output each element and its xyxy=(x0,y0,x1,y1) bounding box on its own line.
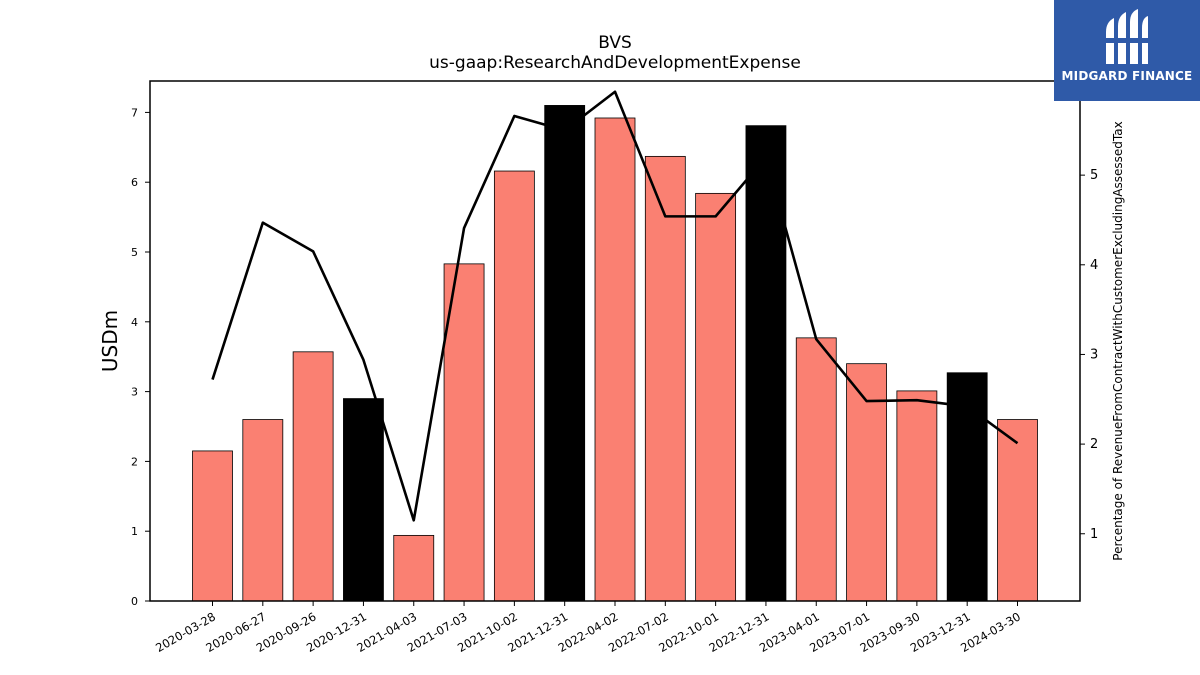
bar-2020-06-27 xyxy=(242,419,284,602)
line-group xyxy=(211,90,1019,522)
chart-subtitle: us-gaap:ResearchAndDevelopmentExpense xyxy=(429,53,801,73)
bar-2021-12-31 xyxy=(544,105,586,602)
logo-mark-icon xyxy=(1104,9,1150,64)
y-tick-label: 5 xyxy=(131,246,138,259)
bar-2022-12-31 xyxy=(745,125,787,602)
bar-2021-04-03 xyxy=(393,534,435,602)
y2-tick-label: 4 xyxy=(1090,258,1098,273)
bar-2023-04-01 xyxy=(795,337,837,602)
bar-2020-12-31 xyxy=(343,398,384,602)
bar-2023-12-31 xyxy=(946,372,988,602)
logo-text: MIDGARD FINANCE xyxy=(1061,69,1193,83)
bar-2021-10-02 xyxy=(493,170,535,602)
brand-logo: MIDGARD FINANCE xyxy=(1054,0,1200,101)
bar-2020-09-26 xyxy=(292,351,334,602)
y2-tick-label: 1 xyxy=(1090,527,1098,542)
y-tick-label: 6 xyxy=(131,176,138,189)
x-axis: 2020-03-282020-06-272020-09-262020-12-31… xyxy=(153,601,1023,655)
chart-title: BVS xyxy=(598,33,632,53)
bar-2021-07-03 xyxy=(443,263,485,602)
y-tick-label: 0 xyxy=(131,595,138,608)
y2-tick-label: 3 xyxy=(1090,347,1098,362)
bar-2023-09-30 xyxy=(896,390,938,602)
y2-tick-label: 5 xyxy=(1090,168,1098,183)
y-tick-label: 2 xyxy=(131,455,138,468)
bar-2020-03-28 xyxy=(192,450,233,602)
y-tick-label: 4 xyxy=(131,316,138,329)
bar-2022-10-01 xyxy=(695,192,737,602)
y-axis-label: USDm xyxy=(98,310,122,372)
y-tick-label: 3 xyxy=(131,386,138,399)
series-line xyxy=(211,90,1019,522)
bars-group xyxy=(192,105,1038,602)
y2-tick-label: 2 xyxy=(1090,437,1098,452)
y-tick-label: 7 xyxy=(131,106,138,119)
y2-axis-label: Percentage of RevenueFromContractWithCus… xyxy=(1111,121,1125,560)
bar-2023-07-01 xyxy=(846,363,887,602)
y-axis-left: 0 1 2 3 4 5 6 7 xyxy=(131,106,150,608)
bar-2022-04-02 xyxy=(594,117,636,602)
bar-2022-07-02 xyxy=(644,155,686,602)
y-axis-right: 1 2 3 4 5 xyxy=(1080,168,1098,542)
y-tick-label: 1 xyxy=(131,525,138,538)
bar-2024-03-30 xyxy=(997,419,1038,602)
